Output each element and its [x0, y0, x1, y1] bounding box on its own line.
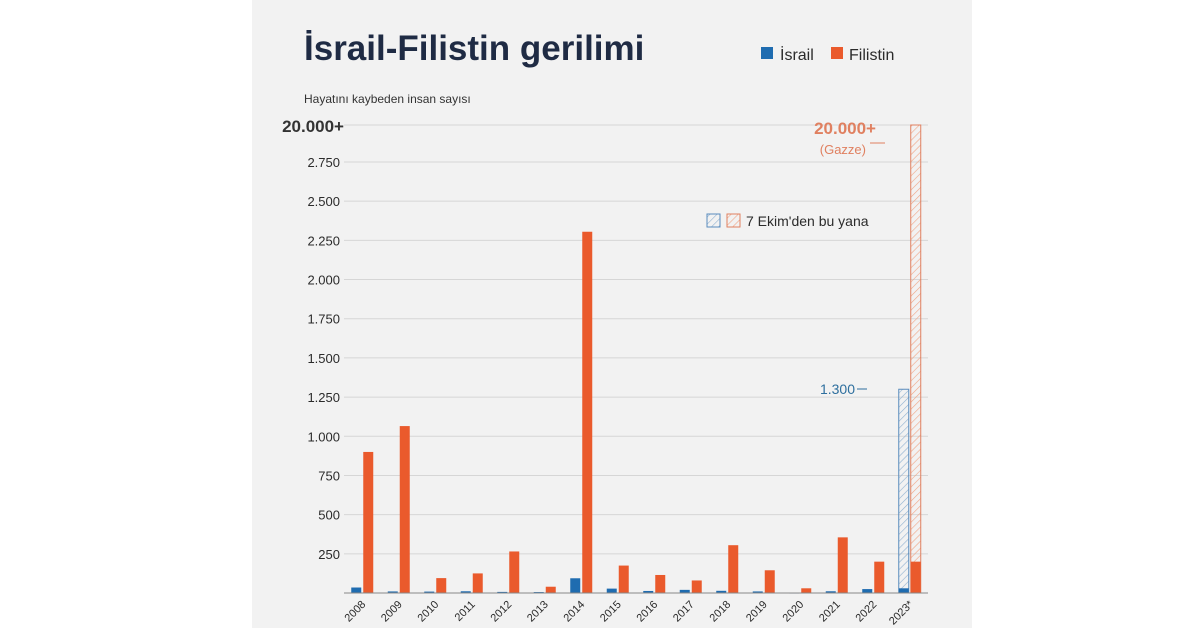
- y-axis-label: Hayatını kaybeden insan sayısı: [304, 92, 471, 106]
- x-tick-label: 2017: [671, 599, 697, 625]
- bar-palestine: [399, 426, 410, 593]
- x-tick-label: 2010: [416, 599, 442, 625]
- bar-palestine: [874, 561, 885, 593]
- palestine-2023-annotation: 20.000+ (Gazze): [814, 119, 885, 157]
- y-tick-label: 750: [318, 468, 340, 483]
- bar-israel: [752, 591, 763, 593]
- x-tick-label: 2018: [708, 599, 734, 625]
- x-tick-label: 2019: [744, 599, 770, 625]
- bar-palestine: [436, 578, 447, 593]
- x-tick-label: 2014: [562, 599, 588, 625]
- bar-palestine: [582, 231, 593, 593]
- y-tick-label: 1.000: [307, 429, 340, 444]
- x-tick-label: 2020: [781, 599, 807, 625]
- y-tick-label: 250: [318, 547, 340, 562]
- y-tick-label: 2.750: [307, 155, 340, 170]
- x-axis-ticks: 2008 2009 2010 2011 2012 2013 2014 2015 2016 2017…: [343, 598, 917, 627]
- x-tick-label: 2016: [635, 599, 661, 625]
- gridlines: [344, 124, 928, 555]
- y-tick-break-label: 20.000+: [282, 117, 344, 136]
- bar-israel: [497, 591, 508, 593]
- legend-label-israel: İsrail: [780, 45, 814, 64]
- bar-palestine: [837, 537, 848, 593]
- bar-palestine: [472, 573, 483, 593]
- y-tick-label: 2.000: [307, 273, 340, 288]
- x-tick-label: 2015: [598, 599, 624, 625]
- bars: [351, 231, 921, 594]
- bar-israel: [825, 591, 836, 593]
- bar-palestine: [545, 586, 556, 593]
- bar-israel: [460, 591, 471, 593]
- y-tick-label: 2.500: [307, 194, 340, 209]
- bar-palestine: [363, 451, 374, 593]
- x-tick-label: 2012: [489, 599, 515, 625]
- x-tick-label: 2008: [343, 599, 369, 625]
- bar-israel: [679, 589, 690, 593]
- bar-israel: [351, 587, 362, 593]
- bar-israel: [898, 588, 909, 593]
- israel-2023-value-label: 1.300: [820, 381, 855, 397]
- y-axis-ticks: 250 500 750 1.000 1.250 1.500 1.750 2.000 2.250 2…: [307, 155, 340, 562]
- since-oct7-legend: 7 Ekim'den bu yana: [706, 213, 869, 229]
- y-tick-label: 1.500: [307, 351, 340, 366]
- bar-israel: [606, 588, 617, 593]
- bar-israel: [424, 591, 435, 593]
- chart-panel: İsrail-Filistin gerilimi İsrail Filistin…: [252, 0, 972, 628]
- since-oct7-legend-label: 7 Ekim'den bu yana: [746, 213, 869, 229]
- bar-palestine: [801, 588, 812, 593]
- bar-israel-since-oct7: [898, 388, 910, 594]
- legend-label-palestine: Filistin: [849, 47, 894, 64]
- x-tick-label: 2009: [379, 599, 405, 625]
- bar-israel: [570, 578, 581, 593]
- chart-title: İsrail-Filistin gerilimi: [304, 29, 644, 68]
- x-tick-label: 2013: [525, 599, 551, 625]
- bar-palestine: [618, 565, 629, 593]
- bar-palestine: [509, 551, 520, 593]
- y-tick-label: 2.250: [307, 233, 340, 248]
- legend-swatch-palestine: [831, 47, 843, 59]
- y-tick-label: 1.750: [307, 312, 340, 327]
- palestine-2023-value-label: 20.000+: [814, 119, 876, 138]
- since-oct7-swatch-israel: [706, 213, 721, 228]
- bar-palestine: [764, 570, 775, 593]
- since-oct7-swatch-palestine: [726, 213, 741, 228]
- since-oct7-bars: [898, 124, 922, 594]
- y-tick-label: 1.250: [307, 390, 340, 405]
- bar-palestine: [655, 574, 666, 593]
- bar-israel: [643, 590, 654, 593]
- x-tick-label: 2011: [453, 599, 478, 624]
- israel-2023-annotation: 1.300: [820, 381, 867, 397]
- x-tick-label: 2023*: [887, 598, 916, 627]
- bar-palestine: [691, 580, 702, 593]
- bar-palestine: [910, 561, 921, 593]
- x-tick-label: 2022: [854, 599, 880, 625]
- bar-palestine-since-oct7: [910, 124, 922, 594]
- bar-israel: [716, 590, 727, 593]
- chart-svg: İsrail-Filistin gerilimi İsrail Filistin…: [282, 29, 928, 627]
- bar-israel: [387, 591, 398, 593]
- bar-palestine: [728, 545, 739, 593]
- palestine-2023-sub-label: (Gazze): [820, 142, 866, 157]
- legend-swatch-israel: [761, 47, 773, 59]
- bar-israel: [862, 589, 873, 593]
- x-tick-label: 2021: [817, 599, 843, 625]
- y-tick-label: 500: [318, 508, 340, 523]
- legend: İsrail Filistin: [761, 45, 894, 64]
